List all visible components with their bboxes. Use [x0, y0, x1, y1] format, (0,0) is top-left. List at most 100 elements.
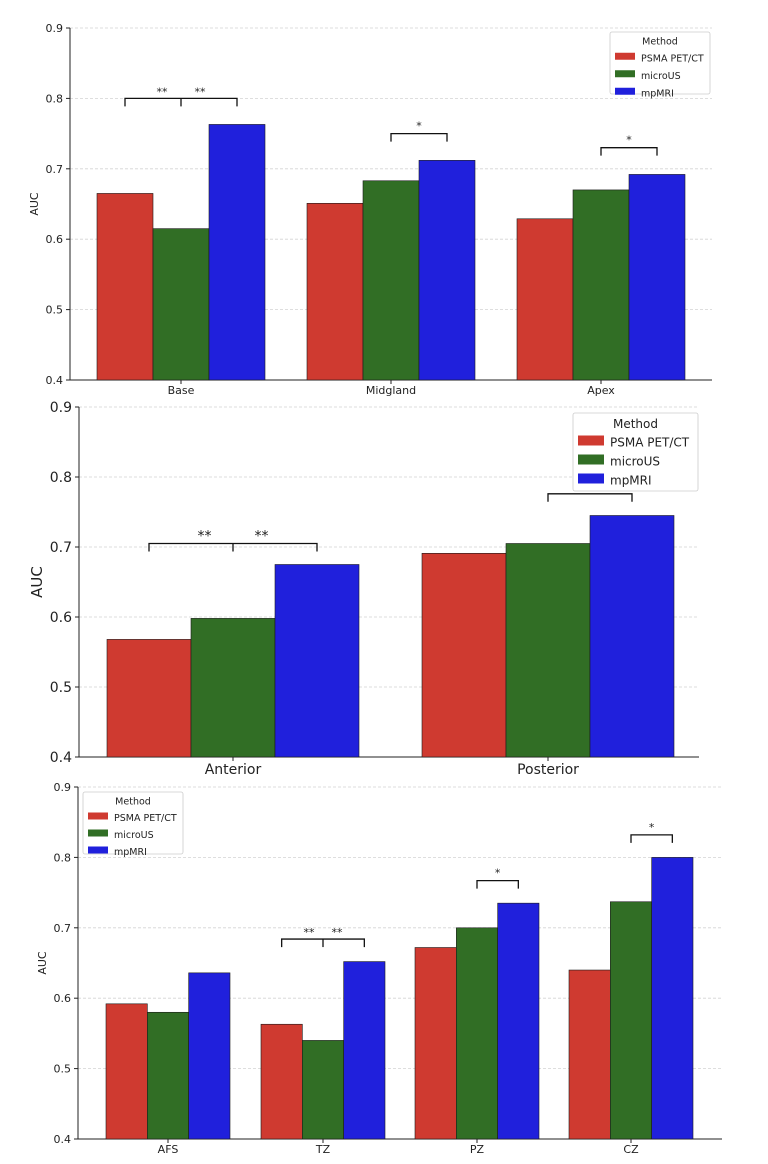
- bar-mpmri-apex: [628, 174, 686, 381]
- legend-box: [82, 791, 184, 855]
- legend-label: microUS: [641, 71, 681, 82]
- significance-label: **: [303, 926, 315, 939]
- y-tick-label: 0.9: [46, 22, 64, 35]
- legend-label: PSMA PET/CT: [114, 813, 177, 824]
- chart-panel-2: 0.4 0.5 0.6 0.7 0.8 0.9 AUC Anterior Posterior **…: [28, 400, 699, 778]
- x-tick-label: TZ: [315, 1143, 331, 1156]
- legend-box: [609, 31, 711, 95]
- legend-label: mpMRI: [641, 88, 674, 99]
- significance-label: **: [255, 529, 269, 545]
- y-tick-label: 0.5: [50, 680, 72, 696]
- bar-mpmri-cz: [651, 857, 694, 1140]
- bar-mpmri-pz: [497, 902, 540, 1140]
- significance-bracket: *: [630, 821, 673, 843]
- x-tick-label: Midgland: [366, 384, 416, 397]
- y-tick-label: 0.6: [46, 233, 64, 246]
- bar-mpmri-anterior: [274, 564, 360, 758]
- bracket-line: [630, 834, 673, 843]
- x-tick-label: PZ: [470, 1143, 485, 1156]
- bar-microus-cz: [610, 901, 652, 1140]
- bar-psma-pet-ct-apex: [516, 218, 574, 381]
- legend-swatch-microus: [615, 70, 635, 78]
- legend-label: PSMA PET/CT: [610, 435, 690, 449]
- bar-microus-afs: [147, 1011, 189, 1140]
- legend: Method PSMA PET/CT microUS mpMRI: [572, 412, 699, 492]
- significance-bracket: ** **: [281, 926, 365, 948]
- bracket-line: [390, 132, 448, 142]
- bracket-line: [600, 147, 658, 156]
- y-axis-label: AUC: [28, 192, 41, 216]
- significance-bracket: ** **: [148, 529, 318, 552]
- significance-bracket: *: [600, 134, 658, 156]
- y-axis-label: AUC: [36, 951, 49, 975]
- bar-psma-pet-ct-tz: [260, 1023, 303, 1140]
- y-axis-label: AUC: [28, 566, 46, 598]
- legend-label: mpMRI: [610, 473, 652, 487]
- y-tick-label: 0.4: [50, 750, 72, 766]
- x-tick-label: Apex: [587, 384, 615, 397]
- y-tick-label: 0.8: [46, 92, 64, 105]
- bar-psma-pet-ct-midgland: [306, 202, 364, 381]
- significance-label: *: [649, 821, 655, 834]
- legend-box: [572, 412, 699, 492]
- y-tick-label: 0.5: [54, 1063, 72, 1076]
- bracket-line: [547, 493, 633, 502]
- bar-microus-posterior: [505, 543, 591, 758]
- bar-microus-pz: [456, 927, 498, 1140]
- y-tick-label: 0.9: [50, 400, 72, 416]
- bar-mpmri-posterior: [589, 515, 675, 758]
- significance-label: *: [626, 134, 632, 147]
- significance-bracket: *: [476, 867, 519, 889]
- bar-microus-base: [152, 228, 210, 381]
- y-tick-label: 0.6: [54, 992, 72, 1005]
- y-tick-label: 0.7: [54, 922, 72, 935]
- legend: Method PSMA PET/CT microUS mpMRI: [609, 31, 711, 99]
- legend-swatch-microus: [88, 829, 108, 837]
- legend-label: microUS: [114, 830, 154, 841]
- bar-mpmri-base: [208, 124, 266, 381]
- bar-psma-pet-ct-posterior: [421, 552, 507, 758]
- legend-swatch-psma-pet-ct: [88, 812, 108, 820]
- legend-title: Method: [642, 37, 678, 48]
- bar-microus-anterior: [190, 618, 276, 758]
- bar-microus-apex: [572, 189, 630, 381]
- bar-microus-midgland: [362, 180, 420, 381]
- legend-label: PSMA PET/CT: [641, 53, 704, 64]
- bracket-line: [476, 879, 519, 889]
- legend-label: mpMRI: [114, 847, 147, 858]
- bar-psma-pet-ct-cz: [568, 969, 611, 1140]
- significance-bracket: *: [390, 120, 448, 142]
- legend-swatch-microus: [578, 454, 604, 465]
- significance-label: **: [156, 85, 168, 98]
- x-tick-label: Base: [168, 384, 195, 397]
- y-tick-label: 0.5: [46, 304, 64, 317]
- significance-bracket: ** **: [124, 85, 238, 107]
- significance-label: *: [495, 867, 501, 880]
- legend-swatch-mpmri: [88, 846, 108, 854]
- y-tick-label: 0.6: [50, 610, 72, 626]
- significance-label: **: [197, 529, 211, 545]
- legend-swatch-psma-pet-ct: [578, 435, 604, 446]
- legend-title: Method: [613, 417, 658, 431]
- bar-mpmri-afs: [188, 972, 231, 1140]
- significance-label: *: [416, 120, 422, 133]
- bar-mpmri-midgland: [418, 160, 476, 381]
- legend-title: Method: [115, 797, 151, 808]
- y-tick-label: 0.8: [50, 470, 72, 486]
- legend-swatch-mpmri: [578, 473, 604, 484]
- x-tick-label: Anterior: [205, 762, 262, 778]
- legend-label: microUS: [610, 454, 660, 468]
- x-tick-label: CZ: [623, 1143, 639, 1156]
- y-tick-label: 0.9: [54, 781, 72, 794]
- bar-psma-pet-ct-base: [96, 193, 154, 381]
- bar-mpmri-tz: [343, 961, 386, 1140]
- bar-psma-pet-ct-anterior: [106, 639, 192, 758]
- bar-microus-tz: [302, 1040, 344, 1140]
- bar-psma-pet-ct-afs: [105, 1003, 148, 1140]
- legend-swatch-mpmri: [615, 87, 635, 95]
- y-tick-label: 0.8: [54, 851, 72, 864]
- x-tick-label: AFS: [158, 1143, 179, 1156]
